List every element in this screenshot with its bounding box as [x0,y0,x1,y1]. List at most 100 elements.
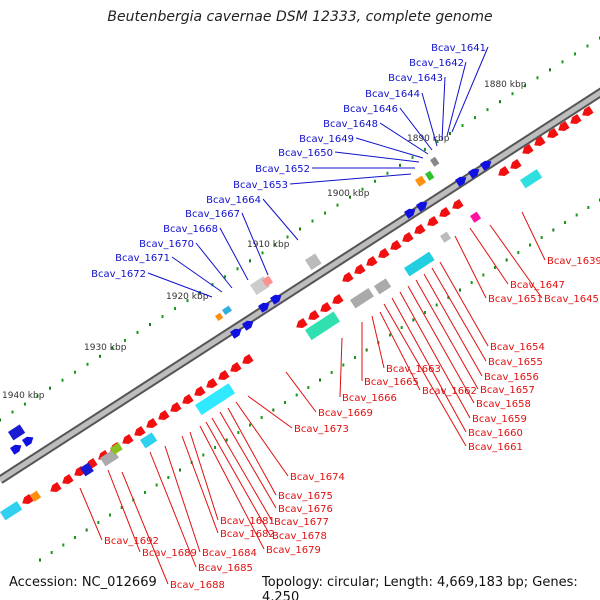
forward-gene-arrow [468,168,480,179]
scale-dot [374,179,376,183]
reverse-gene-arrow-shape [366,256,378,266]
scale-dot [349,195,351,199]
reverse-gene-label: Bcav_1658 [476,399,531,410]
feature-box [30,490,42,502]
forward-gene-arrow [10,444,22,455]
reverse-gene-label: Bcav_1666 [342,393,397,404]
scale-dot-inner [295,393,298,397]
feature-box [215,312,224,322]
reverse-gene-label: Bcav_1656 [484,372,539,383]
scale-dot-inner [50,551,53,554]
reverse-gene-label-leader [189,431,219,521]
accession-text: Accession: NC_012669 [9,575,157,590]
forward-gene-label-leader [262,198,299,241]
reverse-gene-arrow-shape [558,121,570,131]
feature-box-shape [215,312,224,322]
scale-dot-inner [470,281,473,284]
reverse-gene-label: Bcav_1647 [510,280,565,291]
scale-dot [149,323,151,326]
reverse-gene-label-leader [164,445,201,553]
reverse-gene-label-leader [469,227,509,285]
reverse-gene-label-leader [235,401,289,477]
scale-dot-inner [179,468,181,472]
feature-box-shape [425,170,435,181]
reverse-gene-label: Bcav_1688 [170,580,225,591]
feature-box-shape [520,169,543,189]
scale-label: 1910 kbp [247,240,290,250]
forward-gene-arrow-shape [468,168,480,179]
reverse-gene-arrow [414,224,426,234]
feature-box-shape [430,156,440,167]
scale-dot [286,235,289,239]
feature-box [350,288,374,309]
reverse-gene-label-leader [383,303,467,447]
reverse-gene-label-leader [107,469,141,553]
scale-dot [211,283,214,287]
reverse-gene-label-leader [439,261,489,347]
forward-gene-arrow [455,176,467,187]
feature-box [430,156,440,167]
reverse-gene-label: Bcav_1655 [488,357,543,368]
scale-dot-inner [540,236,543,239]
scale-dot-inner [225,438,228,442]
feature-box-shape [305,311,341,341]
reverse-gene-arrow [439,207,451,217]
scale-dot [299,227,301,231]
scale-dot-inner [97,521,100,524]
scale-dot-inner [529,243,531,247]
reverse-gene-label: Bcav_1645 [544,294,599,305]
scale-dot-inner [575,213,578,217]
reverse-gene-arrow [182,394,194,404]
forward-gene-label-leader [355,137,424,159]
scale-dot-inner [202,453,205,457]
reverse-gene-label-leader [247,395,293,429]
forward-gene-label-leader [147,272,213,298]
reverse-gene-arrow [354,264,366,274]
reverse-gene-label: Bcav_1678 [272,531,327,542]
reverse-gene-label-leader [205,421,271,536]
scale-dot-inner [249,423,251,427]
reverse-gene-label: Bcav_1660 [468,428,523,439]
scale-dot [461,124,464,128]
forward-gene-arrow-shape [480,160,492,171]
reverse-gene-label: Bcav_1661 [468,442,523,453]
scale-label: 1920 kbp [166,292,209,302]
map-title: Beutenbergia cavernae DSM 12333, complet… [107,9,493,25]
scale-dot [536,76,539,80]
scale-dot [511,92,514,96]
forward-gene-arrow [270,294,282,305]
reverse-gene-label: Bcav_1685 [198,563,253,574]
feature-box [7,424,26,441]
reverse-gene-arrow-shape [134,426,146,436]
reverse-gene-label: Bcav_1676 [278,504,333,515]
reverse-gene-arrow [134,426,146,436]
scale-dot-inner [109,513,111,517]
reverse-gene-label: Bcav_1651 [488,294,543,305]
scale-dot [24,402,26,406]
forward-gene-label-leader [171,256,223,293]
scale-dot [49,386,51,390]
reverse-gene-label: Bcav_1682 [220,529,275,540]
reverse-gene-arrow-shape [510,159,522,169]
scale-dot-inner [505,258,508,262]
scale-dot-inner [214,446,216,449]
feature-box [404,251,435,277]
scale-dot [161,315,164,319]
reverse-gene-label: Bcav_1659 [472,414,527,425]
forward-gene-arrow [22,436,34,447]
scale-label: 1890 kbp [407,134,450,144]
reverse-gene-arrow [570,114,582,124]
reverse-gene-arrow-shape [522,144,534,154]
forward-gene-label: Bcav_1648 [323,119,378,130]
scale-dot-inner [424,311,426,314]
scale-dot-inner [354,356,356,359]
reverse-gene-arrow-shape [342,272,354,282]
reverse-gene-label: Bcav_1681 [220,516,275,527]
reverse-gene-label-leader [211,417,273,522]
forward-gene-arrow-shape [455,176,467,187]
scale-dot-inner [167,476,170,479]
forward-gene-label: Bcav_1644 [365,89,420,100]
reverse-gene-label-leader [371,315,385,369]
scale-dot-inner [319,378,321,382]
